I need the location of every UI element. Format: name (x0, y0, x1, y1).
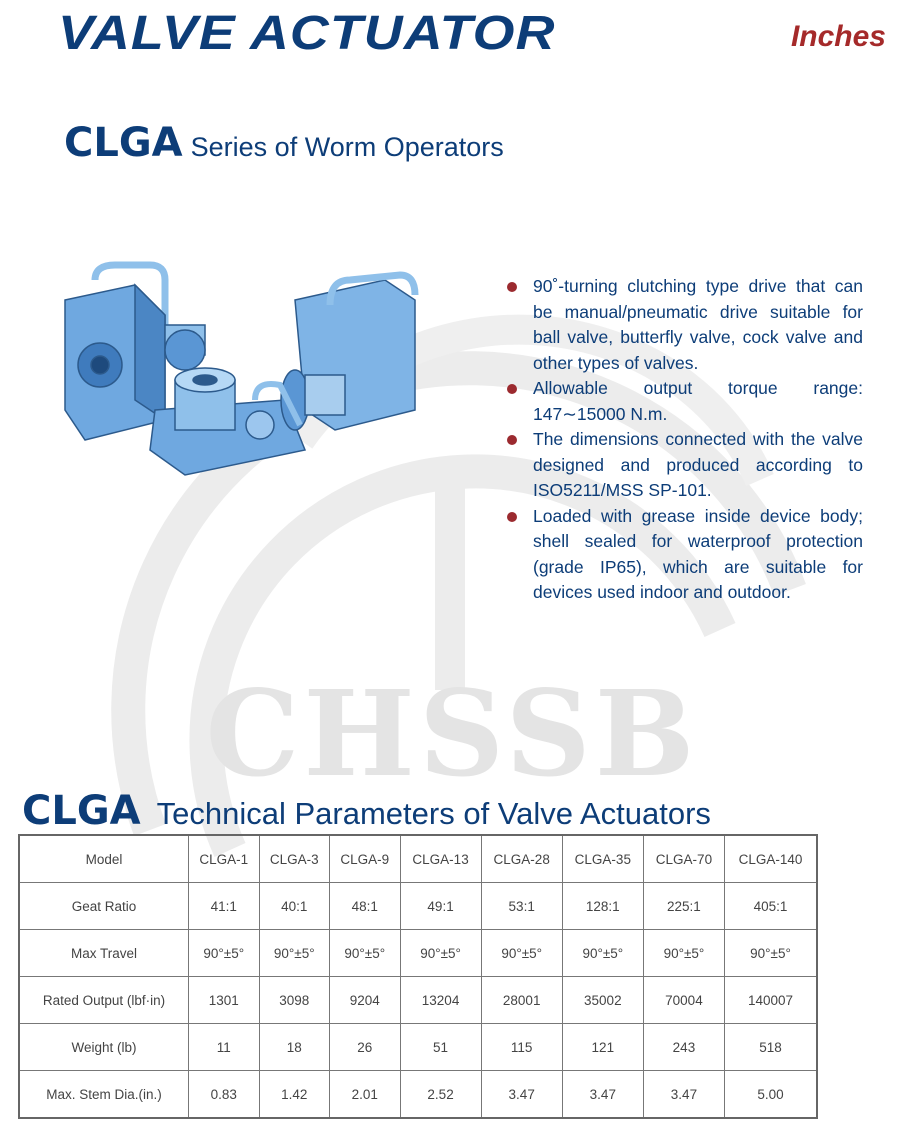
table-cell: CLGA-3 (258, 834, 330, 883)
table-row: Weight (lb) 11 18 26 51 115 121 243 518 (18, 1023, 818, 1071)
table-cell: 18 (258, 1023, 330, 1071)
table-heading-code: CLGA (22, 788, 141, 834)
series-code: CLGA (64, 120, 183, 166)
table-cell: 243 (642, 1023, 726, 1071)
table-cell: 1301 (188, 976, 260, 1024)
watermark-lettering: CHSSB (206, 664, 699, 803)
table-cell: 90°±5° (642, 929, 726, 977)
table-cell: 53:1 (480, 882, 563, 930)
table-cell: 128:1 (561, 882, 644, 930)
table-cell: 51 (399, 1023, 482, 1071)
table-cell: 2.52 (399, 1070, 482, 1119)
table-cell: 0.83 (188, 1070, 260, 1119)
table-cell: 41:1 (188, 882, 260, 930)
table-cell: 3.47 (480, 1070, 563, 1119)
table-cell: CLGA-35 (561, 834, 644, 883)
table-row: Geat Ratio 41:1 40:1 48:1 49:1 53:1 128:1 225:1… (18, 882, 818, 930)
row-label: Model (18, 834, 189, 883)
feature-list: 90˚-turning clutching type drive that ca… (505, 274, 863, 606)
table-row: Max. Stem Dia.(in.) 0.83 1.42 2.01 2.52 3.47 3… (18, 1070, 818, 1119)
table-cell: 1.42 (258, 1070, 330, 1119)
table-cell: 3.47 (642, 1070, 726, 1119)
table-cell: 26 (329, 1023, 401, 1071)
table-cell: 90°±5° (399, 929, 482, 977)
table-cell: 90°±5° (480, 929, 563, 977)
table-cell: 48:1 (329, 882, 401, 930)
table-cell: 121 (561, 1023, 644, 1071)
table-cell: CLGA-28 (480, 834, 563, 883)
worm-operator-product-image (64, 261, 419, 476)
table-cell: 28001 (480, 976, 563, 1024)
table-cell: 49:1 (399, 882, 482, 930)
table-cell: 40:1 (258, 882, 330, 930)
table-cell: 70004 (642, 976, 726, 1024)
table-cell: 90°±5° (258, 929, 330, 977)
table-row: Rated Output (lbf·in) 1301 3098 9204 13204 28… (18, 976, 818, 1024)
feature-item: The dimensions connected with the valve … (505, 427, 863, 504)
table-cell: 90°±5° (561, 929, 644, 977)
feature-item: Loaded with grease inside device body; s… (505, 504, 863, 606)
table-cell: 225:1 (642, 882, 726, 930)
table-row: Max Travel 90°±5° 90°±5° 90°±5° 90°±5° 90°±5°… (18, 929, 818, 977)
row-label: Geat Ratio (18, 882, 189, 930)
table-cell: 518 (724, 1023, 818, 1071)
table-cell: 90°±5° (188, 929, 260, 977)
table-cell: CLGA-9 (329, 834, 401, 883)
table-row: Model CLGA-1 CLGA-3 CLGA-9 CLGA-13 CLGA-28 CLG… (18, 834, 818, 883)
series-title: Series of Worm Operators (190, 132, 504, 162)
table-cell: 35002 (561, 976, 644, 1024)
table-cell: 13204 (399, 976, 482, 1024)
table-cell: 11 (188, 1023, 260, 1071)
table-cell: CLGA-70 (642, 834, 726, 883)
table-cell: CLGA-1 (188, 834, 260, 883)
table-cell: 5.00 (724, 1070, 818, 1119)
table-cell: CLGA-13 (399, 834, 482, 883)
feature-item: Allowable output torque range: 147∼15000… (505, 376, 863, 427)
units-label: Inches (790, 20, 886, 53)
table-cell: 90°±5° (329, 929, 401, 977)
feature-item: 90˚-turning clutching type drive that ca… (505, 274, 863, 376)
table-cell: 2.01 (329, 1070, 401, 1119)
row-label: Max Travel (18, 929, 189, 977)
table-heading: CLGA Technical Parameters of Valve Actuat… (22, 788, 711, 834)
table-cell: 3098 (258, 976, 330, 1024)
technical-parameters-table: Model CLGA-1 CLGA-3 CLGA-9 CLGA-13 CLGA-28 CLG… (18, 834, 818, 1119)
table-cell: 9204 (329, 976, 401, 1024)
series-heading: CLGA Series of Worm Operators (64, 120, 504, 166)
table-heading-title: Technical Parameters of Valve Actuators (156, 796, 711, 831)
page-title: VALVE ACTUATOR (58, 7, 556, 60)
table-cell: 140007 (724, 976, 818, 1024)
row-label: Max. Stem Dia.(in.) (18, 1070, 189, 1119)
table-cell: 405:1 (724, 882, 818, 930)
row-label: Rated Output (lbf·in) (18, 976, 189, 1024)
table-cell: 115 (480, 1023, 563, 1071)
table-cell: 3.47 (561, 1070, 644, 1119)
table-cell: 90°±5° (724, 929, 818, 977)
row-label: Weight (lb) (18, 1023, 189, 1071)
table-cell: CLGA-140 (724, 834, 818, 883)
